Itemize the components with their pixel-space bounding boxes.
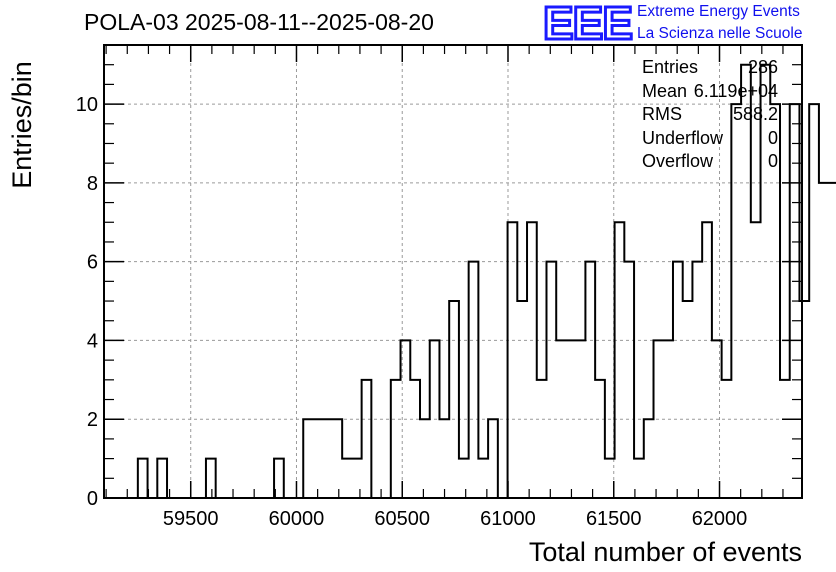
histogram-bin (157, 459, 167, 498)
histogram-bin (517, 301, 527, 498)
histogram-bin (819, 183, 829, 498)
histogram-bin (809, 104, 819, 498)
histogram-bin (576, 340, 586, 498)
plot-frame (103, 44, 803, 499)
stat-name: Mean (642, 80, 688, 101)
histogram-bin (342, 459, 352, 498)
histogram-bin (420, 419, 430, 498)
histogram-bin (508, 222, 518, 498)
histogram-bin (585, 262, 595, 498)
histogram-bin (673, 262, 683, 498)
histogram-bin (449, 301, 459, 498)
stat-row-rms: RMS 588.2 (642, 104, 778, 128)
histogram-bin (332, 419, 342, 498)
x-tick-label: 60500 (374, 508, 430, 530)
y-tick-label: 6 (87, 252, 98, 274)
histogram-bin (410, 380, 420, 498)
histogram-bin (459, 459, 469, 498)
histogram-bin (362, 380, 372, 498)
histogram-bin (595, 380, 605, 498)
histogram-bin (615, 222, 625, 498)
histogram-bin (323, 419, 333, 498)
x-tick-label: 61000 (480, 508, 536, 530)
x-tick-label: 59500 (163, 508, 219, 530)
histogram-bin (663, 340, 673, 498)
histogram-bin (537, 380, 547, 498)
stat-value: 0 (767, 151, 778, 171)
histogram-bin (702, 222, 712, 498)
stat-row-underflow: Underflow 0 (642, 128, 778, 152)
stat-row-overflow: Overflow 0 (642, 151, 778, 175)
histogram-bin (722, 380, 732, 498)
histogram-bin (469, 262, 479, 498)
histogram-bin (303, 419, 313, 498)
histogram-bin (430, 340, 440, 498)
histogram-bin (624, 262, 634, 498)
stat-row-entries: Entries 286 (642, 57, 778, 81)
stat-value: 286 (747, 57, 778, 77)
stat-name: RMS (642, 104, 682, 124)
stat-value: 588.2 (732, 104, 778, 124)
stat-value: 0 (767, 127, 778, 148)
histogram-bin (206, 459, 216, 498)
histogram-bin (683, 301, 693, 498)
grid-lines (104, 45, 802, 498)
histogram-bin (556, 340, 566, 498)
histogram-bin (401, 340, 411, 498)
logo-text-line2: La Scienza nelle Scuole (637, 25, 803, 42)
histogram-bin (546, 262, 556, 498)
x-tick-label: 61500 (586, 508, 642, 530)
x-axis-label: Total number of events (528, 537, 802, 567)
stat-name: Overflow (642, 151, 714, 171)
stats-box: Entries 286 Mean 6.119e+04 RMS 588.2 Und… (642, 57, 778, 175)
y-axis-label: Entries/bin (7, 61, 37, 189)
y-tick-label: 0 (87, 488, 98, 510)
histogram-bin (829, 183, 836, 498)
histogram-bin (644, 419, 654, 498)
stat-name: Underflow (642, 127, 724, 148)
y-tick-label: 2 (87, 409, 98, 431)
x-tick-label: 60000 (269, 508, 325, 530)
axis-ticks (104, 44, 802, 499)
eee-logo: EEE (541, 0, 634, 49)
histogram-bin (138, 459, 148, 498)
histogram-bin (488, 419, 498, 498)
x-tick-label: 62000 (692, 508, 748, 530)
histogram-bin (527, 222, 537, 498)
tick-labels: 59500 60000 60500 61000 61500 62000 0 2 4 6 8 10 (76, 94, 748, 530)
histogram-bin (780, 380, 790, 498)
logo-text-line1: Extreme Energy Events (637, 3, 800, 20)
stat-name: Entries (642, 57, 699, 77)
histogram-bin (712, 340, 722, 498)
y-tick-label: 4 (87, 330, 98, 352)
y-tick-label: 8 (87, 173, 98, 195)
chart-title: POLA-03 2025-08-11--2025-08-20 (84, 9, 434, 35)
stat-value: 6.119e+04 (693, 80, 778, 101)
histogram-bin (654, 340, 664, 498)
histogram-bin (313, 419, 323, 498)
y-tick-label: 10 (76, 94, 98, 116)
stat-row-mean: Mean 6.119e+04 (642, 81, 778, 105)
histogram-bin (439, 419, 449, 498)
histogram-bin (391, 380, 401, 498)
histogram-bin (566, 340, 576, 498)
histogram-bin (751, 222, 761, 498)
histogram-bin (692, 262, 702, 498)
histogram-bin (634, 459, 644, 498)
